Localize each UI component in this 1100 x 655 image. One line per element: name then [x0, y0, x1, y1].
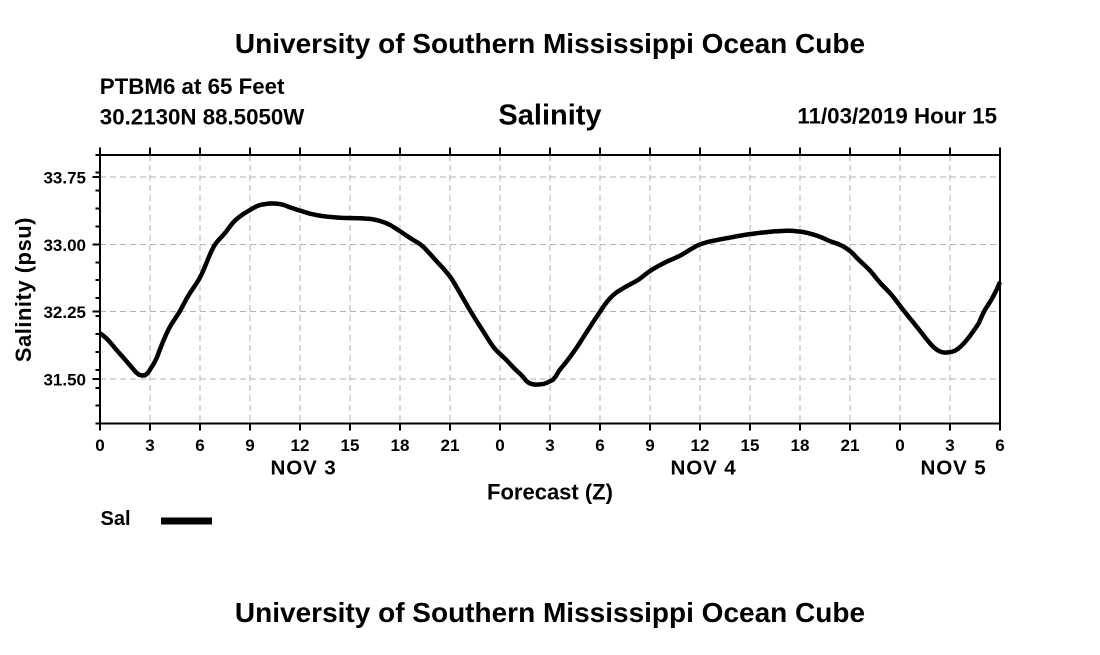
- svg-text:University of Southern Mississ: University of Southern Mississippi Ocean…: [235, 28, 865, 59]
- svg-text:0: 0: [495, 436, 504, 455]
- svg-text:University of Southern Mississ: University of Southern Mississippi Ocean…: [235, 597, 865, 628]
- svg-text:3: 3: [945, 436, 954, 455]
- svg-text:6: 6: [595, 436, 604, 455]
- svg-text:32.25: 32.25: [43, 303, 86, 322]
- svg-text:Sal: Sal: [101, 508, 131, 530]
- svg-text:NOV 4: NOV 4: [670, 457, 736, 480]
- svg-text:33.75: 33.75: [43, 169, 86, 188]
- svg-text:21: 21: [841, 436, 860, 455]
- svg-text:3: 3: [545, 436, 554, 455]
- svg-text:9: 9: [245, 436, 254, 455]
- svg-text:PTBM6 at 65 Feet: PTBM6 at 65 Feet: [100, 74, 285, 99]
- svg-text:Salinity (psu): Salinity (psu): [11, 217, 36, 362]
- svg-text:NOV 5: NOV 5: [920, 457, 986, 480]
- svg-text:6: 6: [195, 436, 204, 455]
- svg-text:12: 12: [691, 436, 710, 455]
- svg-text:15: 15: [741, 436, 760, 455]
- svg-text:30.2130N 88.5050W: 30.2130N 88.5050W: [100, 105, 305, 130]
- svg-text:0: 0: [95, 436, 104, 455]
- svg-text:18: 18: [391, 436, 410, 455]
- svg-text:18: 18: [791, 436, 810, 455]
- svg-text:33.00: 33.00: [43, 236, 86, 255]
- svg-text:31.50: 31.50: [43, 370, 86, 389]
- svg-text:0: 0: [895, 436, 904, 455]
- svg-text:21: 21: [441, 436, 460, 455]
- svg-text:15: 15: [341, 436, 360, 455]
- svg-text:6: 6: [995, 436, 1004, 455]
- svg-text:11/03/2019 Hour 15: 11/03/2019 Hour 15: [797, 104, 997, 129]
- svg-text:3: 3: [145, 436, 154, 455]
- svg-text:Salinity: Salinity: [498, 99, 601, 131]
- svg-text:NOV 3: NOV 3: [270, 457, 336, 480]
- svg-text:9: 9: [645, 436, 654, 455]
- svg-text:Forecast (Z): Forecast (Z): [487, 480, 613, 505]
- svg-text:12: 12: [291, 436, 310, 455]
